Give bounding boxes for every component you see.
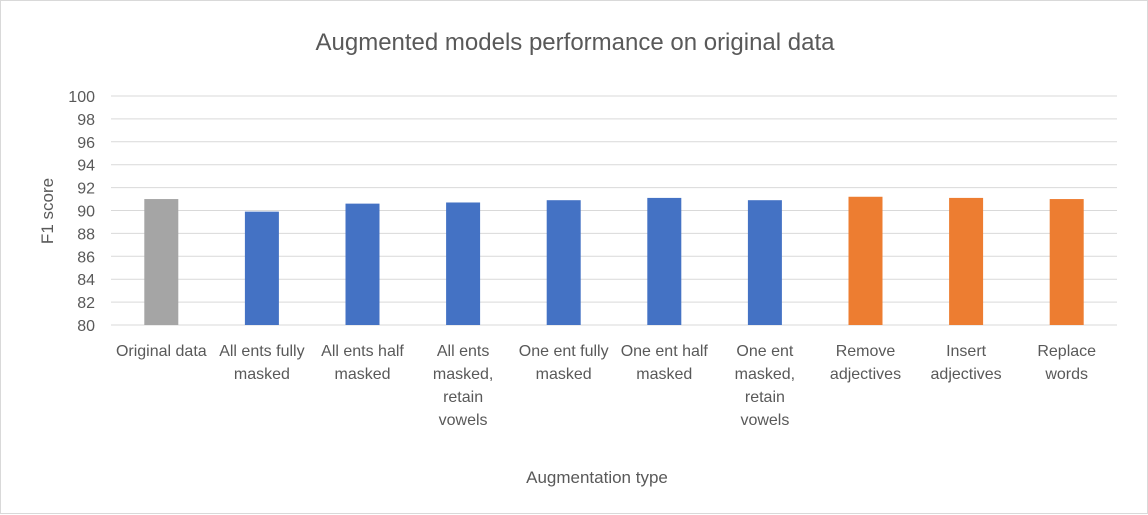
x-category-label: Insert adjectives xyxy=(931,343,1002,383)
y-axis-title: F1 score xyxy=(38,178,57,244)
bar xyxy=(345,203,380,325)
x-axis-categories: Original data All ents fully masked All ent… xyxy=(116,343,1096,429)
x-category-label: All ents fully masked xyxy=(219,343,304,383)
y-tick-label: 92 xyxy=(77,181,95,198)
x-category-label: One ent masked, retain vowels xyxy=(735,343,795,429)
x-category-label: One ent half masked xyxy=(621,343,709,383)
bar xyxy=(446,202,481,325)
y-tick-label: 84 xyxy=(77,272,95,289)
bars xyxy=(144,196,1084,325)
x-category-label: One ent fully masked xyxy=(519,343,609,383)
bar xyxy=(244,211,279,325)
y-tick-label: 96 xyxy=(77,135,95,152)
x-axis-title: Augmentation type xyxy=(526,468,668,487)
x-category-label: All ents half masked xyxy=(321,343,404,383)
bar xyxy=(747,200,782,325)
x-category-label: All ents masked, retain vowels xyxy=(433,343,493,429)
y-tick-label: 82 xyxy=(77,295,95,312)
x-category-label: Original data xyxy=(116,343,207,360)
bar xyxy=(546,200,581,325)
x-category-label: Remove adjectives xyxy=(830,343,901,383)
y-tick-label: 88 xyxy=(77,226,95,243)
y-tick-label: 80 xyxy=(77,318,95,335)
x-category-label: Replace words xyxy=(1037,343,1096,383)
y-tick-label: 94 xyxy=(77,158,95,175)
y-tick-label: 98 xyxy=(77,112,95,129)
bar xyxy=(647,197,682,325)
bar xyxy=(848,196,883,325)
y-tick-label: 100 xyxy=(68,89,95,106)
y-tick-label: 86 xyxy=(77,249,95,266)
y-tick-label: 90 xyxy=(77,204,95,221)
bar xyxy=(949,197,984,325)
bar xyxy=(144,199,179,325)
bar xyxy=(1049,199,1084,325)
y-axis-ticks: 80 82 84 86 88 90 92 94 96 98 100 xyxy=(68,89,95,335)
chart-title: Augmented models performance on original… xyxy=(316,29,836,56)
